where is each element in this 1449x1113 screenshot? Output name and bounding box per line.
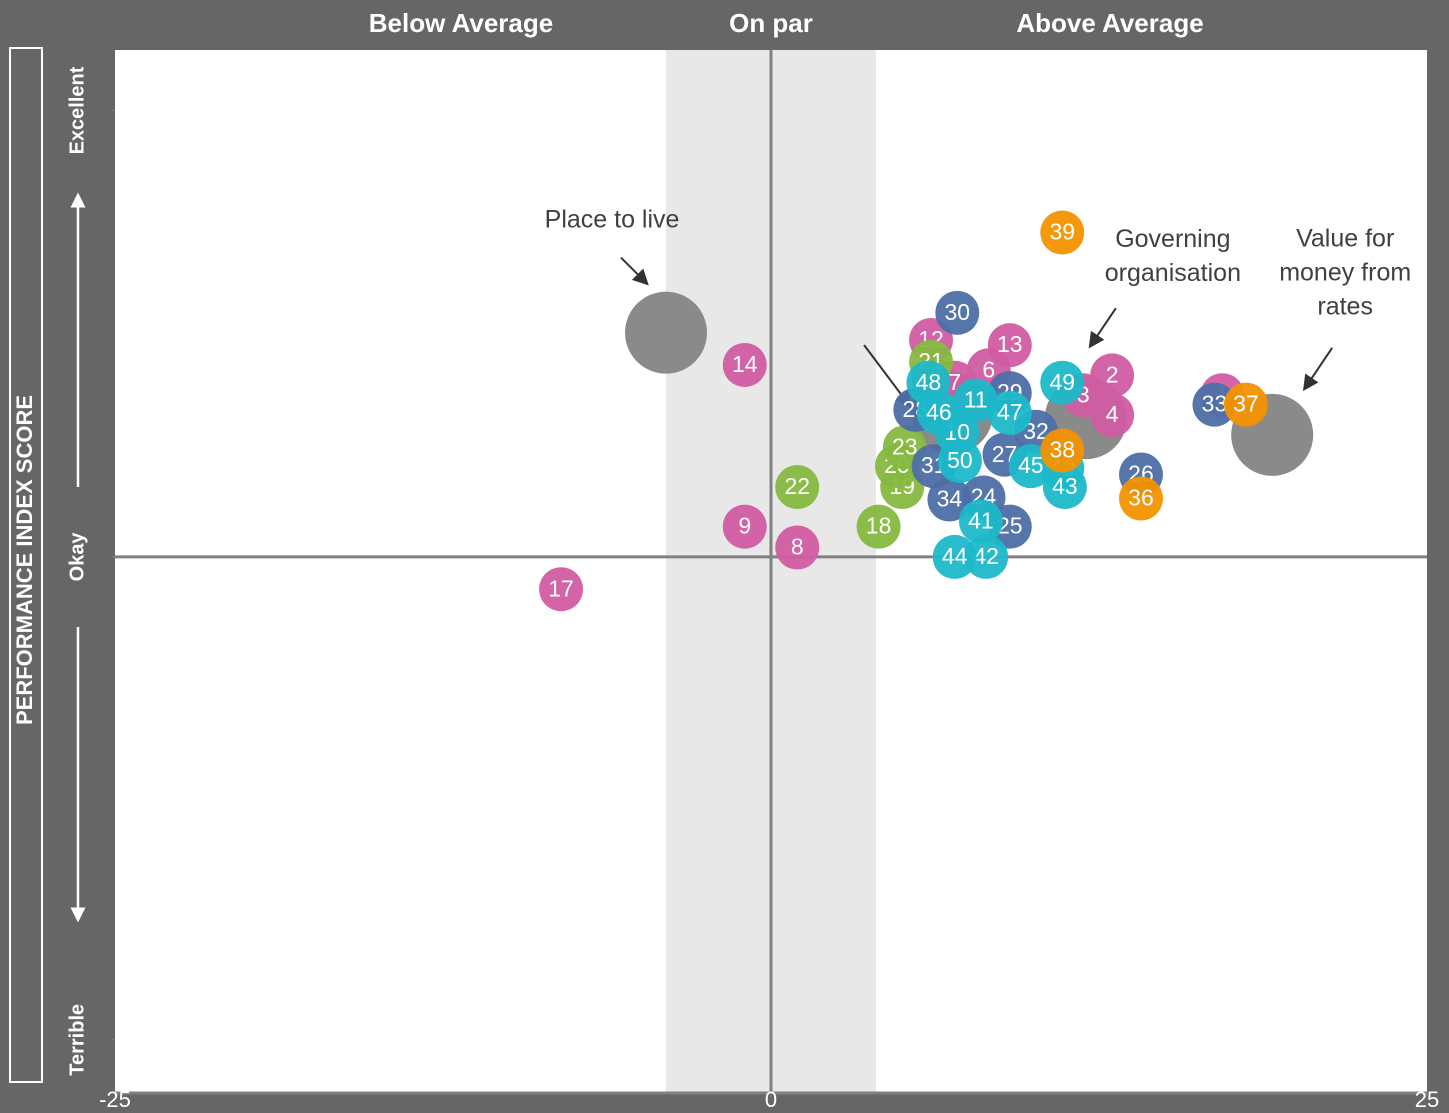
- point-label: 42: [973, 543, 999, 569]
- column-header: Below Average: [369, 8, 553, 38]
- annotation-arrow: [620, 256, 649, 286]
- point: [987, 323, 1032, 368]
- x-tick-label: -25: [99, 1087, 131, 1112]
- point-label: 8: [791, 534, 804, 560]
- point-label: 17: [548, 575, 574, 601]
- point-label: 34: [937, 486, 963, 512]
- annotation: Place to live: [545, 205, 680, 233]
- point: [856, 504, 901, 549]
- point-label: 33: [1202, 391, 1228, 417]
- point-label: 37: [1233, 391, 1259, 417]
- point: [906, 360, 951, 405]
- x-tick-label: 25: [1415, 1087, 1439, 1112]
- point: [775, 465, 820, 510]
- point: [775, 525, 820, 570]
- annotation-arrow: [1302, 347, 1334, 392]
- annotation: organisation: [1105, 259, 1241, 287]
- point: [722, 342, 767, 387]
- point-label: 22: [784, 473, 810, 499]
- point-label: 41: [968, 508, 994, 534]
- point-label: 36: [1128, 485, 1154, 511]
- y-tick-label: Excellent: [66, 66, 88, 154]
- y-tick-label: Okay: [66, 532, 88, 582]
- point: [958, 499, 1003, 544]
- point-label: 11: [964, 387, 988, 413]
- point: [1040, 360, 1085, 405]
- point-label: 48: [916, 369, 942, 395]
- point: [1042, 465, 1087, 510]
- point: [1040, 428, 1085, 473]
- point-label: 50: [947, 447, 973, 473]
- column-header: Above Average: [1016, 8, 1203, 38]
- point: [1118, 476, 1163, 521]
- point-label: 9: [738, 513, 751, 539]
- annotation-arrow: [1088, 307, 1117, 349]
- point: [953, 378, 998, 423]
- point-label: 45: [1018, 452, 1044, 478]
- point: [932, 534, 977, 579]
- point: [1040, 210, 1085, 255]
- annotation: money from: [1279, 258, 1411, 286]
- y-title-box: [9, 47, 43, 1083]
- point-label: 14: [732, 351, 758, 377]
- point-label: 23: [892, 433, 918, 459]
- point: [964, 534, 1009, 579]
- column-header: On par: [729, 8, 813, 38]
- annotation: rates: [1317, 292, 1373, 320]
- point-label: 39: [1049, 219, 1075, 245]
- point: [1090, 393, 1135, 438]
- point-label: 43: [1052, 473, 1078, 499]
- point: [937, 438, 982, 483]
- point: [987, 390, 1032, 435]
- point-label: 6: [982, 356, 995, 382]
- highlight-bubble: [625, 291, 708, 374]
- point-label: 18: [866, 513, 892, 539]
- point: [722, 504, 767, 549]
- point: [539, 567, 584, 612]
- point-label: 49: [1049, 369, 1075, 395]
- point: [1223, 382, 1268, 427]
- annotation: Value for: [1296, 224, 1394, 252]
- point-label: 38: [1049, 437, 1075, 463]
- point-label: 4: [1106, 401, 1119, 427]
- point-label: 2: [1106, 361, 1119, 387]
- annotation: Governing: [1115, 225, 1230, 253]
- point: [1192, 382, 1237, 427]
- point: [935, 290, 980, 335]
- y-tick-label: Terrible: [66, 1004, 88, 1076]
- point-label: 47: [997, 399, 1023, 425]
- x-tick-label: 0: [765, 1087, 777, 1112]
- y-axis-title: PERFORMANCE INDEX SCORE: [12, 395, 37, 725]
- point-label: 44: [942, 543, 968, 569]
- point-label: 13: [997, 331, 1023, 357]
- point-label: 30: [945, 299, 971, 325]
- point: [927, 477, 972, 522]
